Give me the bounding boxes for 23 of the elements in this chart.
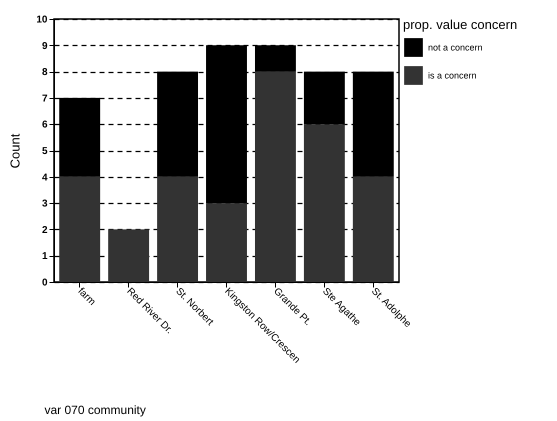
x-axis-title: var 070 community [44, 402, 146, 417]
bar [157, 176, 198, 282]
y-tick-label: 2 [42, 224, 48, 236]
legend-label: is a concern [428, 70, 477, 80]
y-tick-label: 3 [42, 198, 48, 210]
y-tick-label: 10 [36, 14, 48, 26]
y-tick-label: 0 [42, 278, 48, 288]
y-tick-label: 1 [42, 251, 48, 262]
legend-title: prop. value concern [403, 17, 518, 32]
y-axis-title: Count [7, 133, 22, 168]
y-tick-label: 8 [42, 67, 48, 78]
bar [59, 176, 100, 282]
y-tick-label: 9 [42, 40, 48, 52]
y-tick-label: 6 [42, 120, 48, 131]
bar [352, 176, 394, 282]
bar [108, 229, 150, 282]
y-tick-label: 5 [42, 146, 48, 157]
legend-label: not a concern [428, 42, 483, 52]
bar [254, 72, 296, 282]
bar [304, 124, 345, 282]
y-tick-label: 4 [42, 172, 48, 184]
y-tick-label: 7 [42, 93, 48, 104]
bar [206, 203, 247, 282]
